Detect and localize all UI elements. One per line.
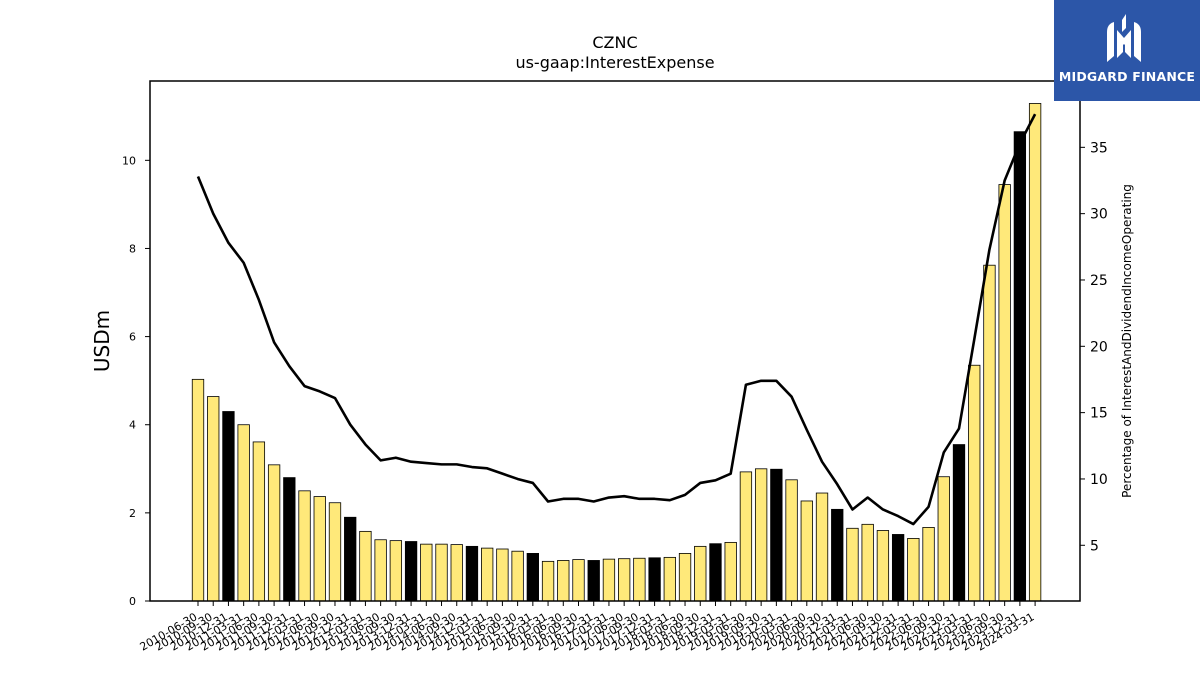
- bar-2017-12-31: [648, 557, 661, 602]
- plot-frame: [149, 80, 1081, 602]
- bar-2021-06-30: [861, 523, 874, 602]
- y-tick-label: 4: [129, 419, 136, 432]
- y-tick-label: 2: [129, 507, 136, 520]
- bar-2020-09-30: [815, 492, 829, 602]
- bar-2013-06-30: [374, 539, 387, 602]
- y-axis-label: USDm: [90, 310, 114, 372]
- brand-name: MIDGARD FINANCE: [1058, 69, 1196, 84]
- bar-2018-09-30: [694, 545, 707, 602]
- bar-2023-09-30: [998, 184, 1011, 602]
- bar-2013-03-31: [359, 530, 372, 602]
- bar-2010-09-30: [207, 396, 220, 602]
- bar-2016-12-31: [587, 560, 600, 602]
- bar-2019-06-30: [739, 471, 753, 602]
- bar-2024-03-31: [1028, 103, 1042, 602]
- bar-2021-09-30: [876, 530, 890, 602]
- line-layer: [196, 113, 1037, 526]
- interest-ratio-line: [196, 113, 1037, 526]
- bar-2019-12-31: [770, 468, 783, 602]
- bar-2015-12-31: [526, 553, 539, 602]
- y2-tick-label: 30: [1090, 207, 1108, 223]
- bar-2013-12-31: [404, 541, 418, 602]
- bar-2015-06-30: [496, 548, 509, 602]
- bars-layer: [191, 103, 1042, 602]
- chart-title: CZNC: [592, 33, 637, 52]
- bar-2021-03-31: [846, 527, 859, 602]
- x-axis-ticks: 2010-06-302010-09-302010-12-312011-03-31…: [138, 601, 1037, 654]
- y2-tick-label: 35: [1090, 140, 1108, 156]
- y-tick-label: 0: [129, 595, 136, 608]
- y2-axis-ticks: 5 10 15 20 25 30 35: [1080, 140, 1108, 554]
- bar-2012-12-31: [344, 516, 357, 602]
- bar-2014-03-31: [420, 543, 433, 602]
- y2-tick-label: 20: [1090, 339, 1108, 355]
- bar-2011-09-30: [267, 464, 281, 602]
- bar-2015-09-30: [511, 550, 524, 602]
- bar-2020-06-30: [800, 500, 813, 602]
- brand-mark-icon: [1107, 14, 1141, 62]
- bar-2012-06-30: [313, 496, 326, 602]
- bar-2012-09-30: [328, 502, 342, 602]
- bar-2017-09-30: [633, 557, 646, 602]
- bar-2014-09-30: [450, 544, 463, 602]
- chart-subtitle: us-gaap:InterestExpense: [515, 53, 714, 72]
- y2-tick-label: 15: [1090, 406, 1108, 422]
- bar-2016-03-31: [541, 560, 555, 602]
- bar-2015-03-31: [481, 547, 494, 602]
- bar-2014-06-30: [435, 543, 448, 602]
- y2-tick-label: 5: [1090, 538, 1099, 554]
- bar-2023-06-30: [983, 264, 996, 602]
- bar-2022-09-30: [937, 476, 950, 602]
- bar-2017-06-30: [618, 558, 631, 602]
- bar-2011-06-30: [252, 441, 266, 602]
- bar-2023-03-31: [968, 364, 981, 602]
- bar-2014-12-31: [465, 545, 479, 602]
- bar-2017-03-31: [602, 558, 616, 602]
- bar-2022-12-31: [952, 444, 966, 602]
- y-axis-ticks: 0 2 4 6 8 10: [122, 154, 150, 608]
- brand-logo: MIDGARD FINANCE: [1054, 0, 1200, 101]
- bar-2022-06-30: [922, 527, 935, 602]
- bar-2020-03-31: [785, 479, 798, 602]
- bar-2019-09-30: [754, 468, 768, 602]
- y-tick-label: 10: [122, 154, 136, 167]
- bar-2021-12-31: [891, 534, 905, 602]
- bar-2013-09-30: [389, 540, 403, 602]
- bar-2010-12-31: [222, 411, 235, 602]
- bar-2018-03-31: [663, 556, 676, 602]
- y-tick-label: 6: [129, 331, 136, 344]
- bar-2022-03-31: [907, 538, 920, 602]
- y2-axis-label: Percentage of InterestAndDividendIncomeO…: [1120, 184, 1134, 498]
- bar-2018-06-30: [678, 553, 692, 602]
- bar-2011-12-31: [283, 477, 296, 602]
- y2-tick-label: 25: [1090, 273, 1108, 289]
- bar-2012-03-31: [298, 490, 311, 602]
- bar-2019-03-31: [724, 541, 737, 602]
- bar-2011-03-31: [237, 424, 250, 602]
- bar-2016-09-30: [572, 559, 585, 602]
- bar-2020-12-31: [831, 508, 844, 602]
- y2-tick-label: 10: [1090, 472, 1108, 488]
- bar-2023-12-31: [1013, 131, 1027, 602]
- y-tick-label: 8: [129, 242, 136, 255]
- bar-2018-12-31: [709, 543, 722, 602]
- bar-2016-06-30: [557, 560, 570, 602]
- bar-2010-06-30: [191, 378, 205, 602]
